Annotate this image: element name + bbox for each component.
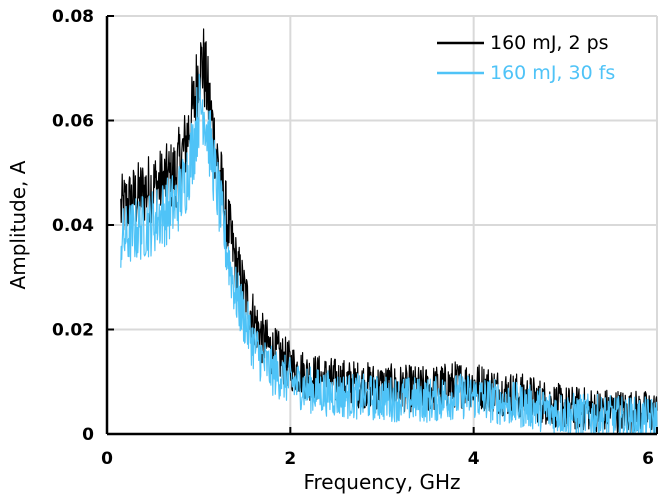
series-line-2 bbox=[120, 73, 658, 435]
y-tick-label: 0 bbox=[82, 425, 94, 445]
x-tick-label: 4 bbox=[468, 449, 480, 469]
y-tick-label: 0.08 bbox=[52, 7, 94, 27]
legend-label-series-1: 160 mJ, 2 ps bbox=[490, 32, 609, 54]
legend-label-series-2: 160 mJ, 30 fs bbox=[490, 62, 615, 84]
x-tick-label: 6 bbox=[642, 449, 654, 469]
x-axis-label: Frequency, GHz bbox=[303, 470, 460, 494]
y-tick-label: 0.02 bbox=[52, 321, 94, 341]
series-line-1 bbox=[120, 28, 658, 435]
x-tick-label: 2 bbox=[284, 449, 296, 469]
y-axis-label: Amplitude, A bbox=[6, 160, 30, 289]
y-tick-label: 0.04 bbox=[52, 216, 94, 236]
x-tick-label: 0 bbox=[101, 449, 113, 469]
y-tick-label: 0.06 bbox=[52, 112, 94, 132]
tick-labels: 0 2 4 6 0 0.02 0.04 0.06 0.08 bbox=[52, 7, 654, 469]
axes bbox=[105, 15, 658, 436]
legend: 160 mJ, 2 ps 160 mJ, 30 fs bbox=[437, 32, 615, 84]
series-layer bbox=[120, 28, 658, 435]
